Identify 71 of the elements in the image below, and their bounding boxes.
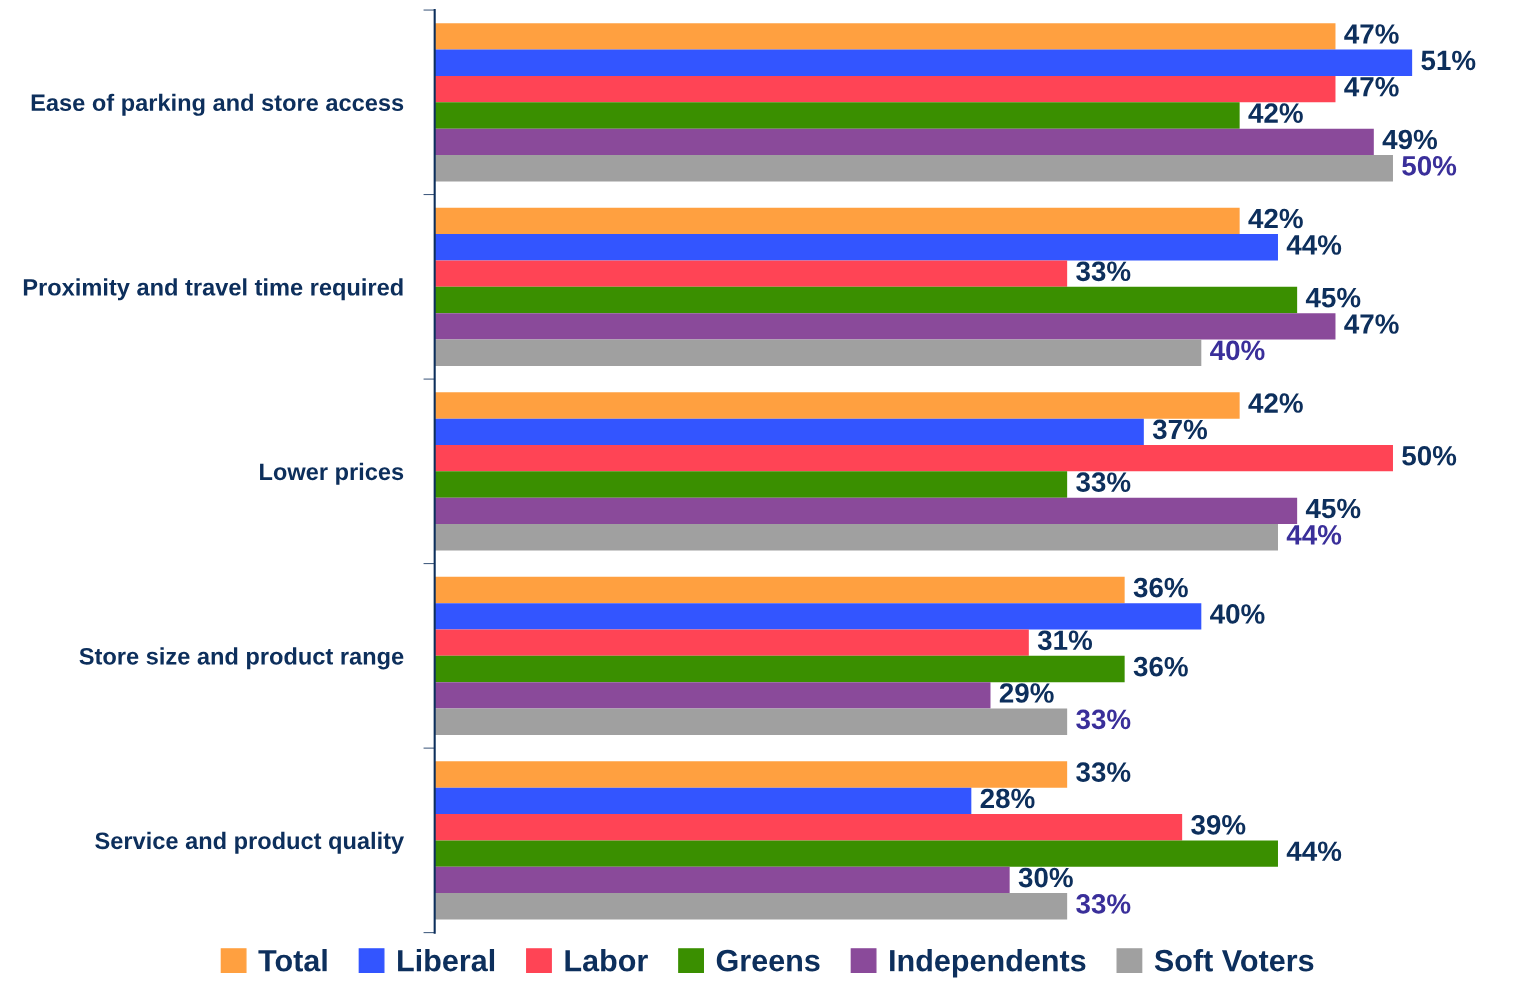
bar xyxy=(434,866,1010,894)
legend-label: Greens xyxy=(716,949,820,972)
data-label: 36% xyxy=(1133,577,1188,598)
data-label: 40% xyxy=(1210,604,1265,624)
data-label: 37% xyxy=(1152,419,1208,440)
data-label: 45% xyxy=(1305,287,1361,308)
bar xyxy=(434,23,1336,50)
bar xyxy=(434,655,1125,683)
data-label: 47% xyxy=(1344,76,1399,97)
bar xyxy=(434,102,1240,129)
bar xyxy=(434,207,1240,235)
y-tick-label: Store size and product range xyxy=(79,647,404,670)
data-label: 36% xyxy=(1133,656,1188,677)
y-tick-label: Lower prices xyxy=(260,462,404,485)
data-label: 50% xyxy=(1402,155,1457,176)
bar xyxy=(434,418,1144,445)
bar xyxy=(434,128,1374,156)
data-label: 29% xyxy=(999,683,1054,703)
data-label: 47% xyxy=(1344,24,1399,44)
bar xyxy=(434,260,1068,287)
data-label: 33% xyxy=(1076,894,1131,914)
bar xyxy=(434,814,1183,841)
data-label: 42% xyxy=(1248,103,1303,123)
bar xyxy=(434,49,1413,76)
data-label: 42% xyxy=(1248,208,1303,229)
bar xyxy=(434,497,1298,525)
bar xyxy=(434,471,1068,498)
data-label: 44% xyxy=(1286,235,1342,255)
legend-label: Soft Voters xyxy=(1154,949,1314,972)
data-label: 33% xyxy=(1076,472,1131,493)
data-label: 51% xyxy=(1421,50,1476,71)
data-label: 44% xyxy=(1286,841,1342,861)
legend-label: Labor xyxy=(565,949,648,972)
bar xyxy=(434,444,1393,472)
bar xyxy=(434,761,1068,788)
data-label: 42% xyxy=(1248,393,1303,413)
bar xyxy=(434,75,1336,103)
data-label: 45% xyxy=(1305,498,1361,519)
bar xyxy=(434,629,1029,656)
bar xyxy=(434,787,972,815)
bar xyxy=(434,840,1278,867)
legend-label: Independents xyxy=(890,949,1086,978)
data-label: 50% xyxy=(1402,445,1457,466)
bar xyxy=(434,392,1240,419)
data-label: 44% xyxy=(1286,525,1342,545)
y-tick-label: Ease of parking and store access xyxy=(31,93,404,116)
bar xyxy=(434,576,1125,604)
bar xyxy=(434,524,1278,551)
bar xyxy=(434,286,1298,314)
bar xyxy=(434,339,1202,366)
data-label: 39% xyxy=(1191,814,1246,835)
bar xyxy=(434,234,1278,261)
bar xyxy=(434,313,1336,340)
data-label: 40% xyxy=(1210,340,1265,361)
bar xyxy=(434,155,1393,182)
bar xyxy=(434,708,1068,735)
data-label: 33% xyxy=(1076,709,1131,730)
legend-label: Liberal xyxy=(398,949,495,972)
data-label: 47% xyxy=(1344,314,1399,334)
data-label: 33% xyxy=(1076,261,1131,282)
bar xyxy=(434,893,1068,920)
y-tick-label: Service and product quality xyxy=(95,831,405,854)
data-label: 49% xyxy=(1382,129,1438,150)
legend-label: Total xyxy=(258,949,327,972)
bar xyxy=(434,603,1202,630)
data-label: 30% xyxy=(1018,867,1073,888)
data-label: 31% xyxy=(1037,630,1093,651)
bar xyxy=(434,682,991,709)
y-tick-label: Proximity and travel time required xyxy=(23,278,403,301)
data-label: 28% xyxy=(980,788,1035,809)
data-label: 33% xyxy=(1076,762,1131,782)
